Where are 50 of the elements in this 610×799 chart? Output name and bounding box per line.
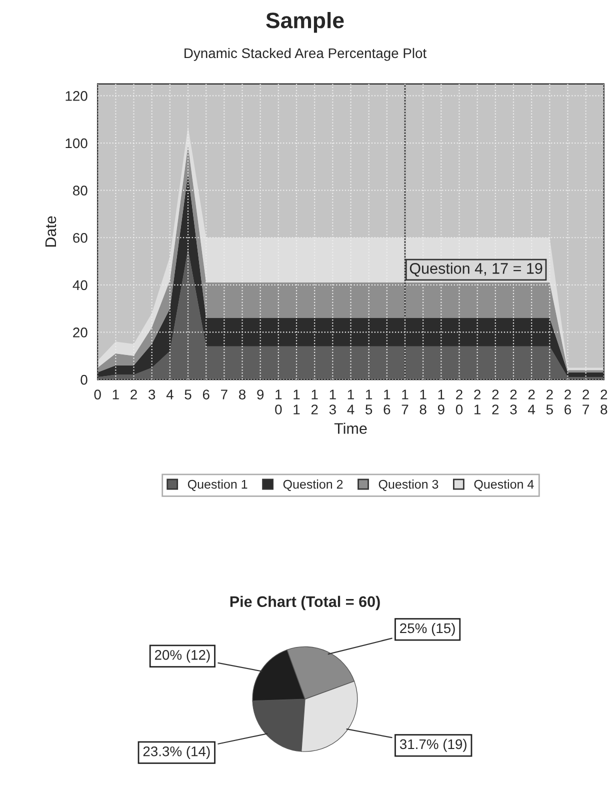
y-tick-label: 60 [73,232,88,243]
x-tick-label: 5 [184,390,192,400]
x-tick-label: 3 [148,390,156,400]
y-tick-label: 100 [66,138,88,148]
data-label: 20% (12) [154,650,210,663]
y-tick-label: 40 [72,280,88,290]
x-tick-label: 1 3 [329,390,336,414]
x-tick-label: 1 5 [366,390,372,414]
x-tick-label: 9 [257,390,264,400]
x-tick-label: 8 [239,390,246,400]
y-tick-label: 80 [73,186,88,196]
y-tick-label: 0 [80,374,88,385]
x-tick-label: 1 4 [347,390,354,414]
x-tick-label: 2 8 [600,390,608,414]
x-tick-label: 2 6 [564,390,571,414]
x-tick-label: 2 5 [546,390,553,414]
chart-title: Sample [266,12,344,33]
x-tick-label: 4 [166,390,174,400]
legend-label: Question 1 [188,480,248,491]
y-tick-label: 20 [73,328,88,338]
x-tick-label: 2 2 [492,390,499,414]
x-tick-label: 1 0 [275,390,282,414]
data-label: 25% (15) [400,622,455,636]
x-tick-label: 0 [94,390,101,400]
x-tick-label: 1 [112,390,119,400]
annotation: Question 4, 17 = 19 [410,262,542,277]
chart-title: Pie Chart (Total = 60) [230,596,380,610]
legend-label: Question 3 [378,480,438,491]
legend-label: Question 2 [283,480,343,491]
x-tick-label: 1 9 [438,390,444,414]
data-label: 23.3% (14) [143,746,210,760]
x-tick-label: 2 7 [582,390,589,414]
x-axis-title: Time [334,422,367,434]
x-tick-label: 2 0 [456,390,463,414]
x-tick-label: 7 [221,390,228,400]
x-tick-label: 1 6 [384,390,390,414]
data-label: 31.7% (19) [400,738,466,752]
chart-subtitle: Dynamic Stacked Area Percentage Plot [184,48,426,61]
x-tick-label: 1 8 [420,390,426,414]
x-tick-label: 1 1 [294,390,300,414]
x-tick-label: 1 2 [311,390,318,414]
x-tick-label: 2 4 [528,390,536,414]
y-tick-label: 120 [66,91,88,101]
x-tick-label: 2 3 [510,390,517,414]
x-tick-label: 2 1 [474,390,481,414]
x-tick-label: 6 [202,390,210,400]
y-axis-title: Date [45,216,56,247]
x-tick-label: 1 7 [402,390,408,414]
x-tick-label: 2 [130,390,137,400]
legend-label: Question 4 [474,480,534,491]
